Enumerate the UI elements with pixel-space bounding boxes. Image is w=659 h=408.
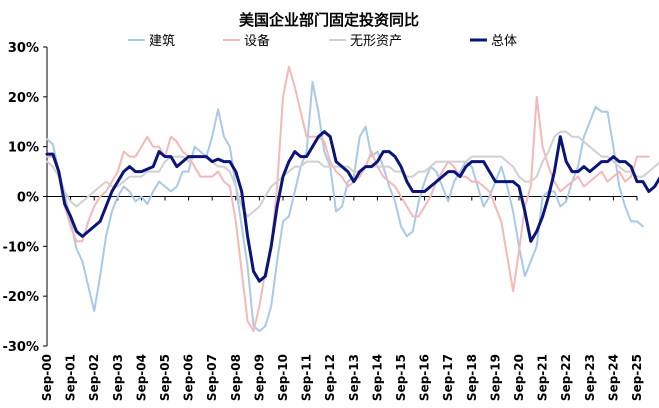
legend-label: 总体 [491, 34, 517, 49]
chart-series [45, 65, 659, 333]
x-tick-label: Sep-16 [418, 354, 432, 401]
x-tick-label: Sep-23 [583, 354, 597, 401]
chart-axes: 30% 20% 10% 0% -10% -20% -30%Sep-00 Sep-01 Sep-0… [2, 41, 644, 401]
x-tick-label: Sep-22 [559, 354, 573, 401]
x-tick-label: Sep-07 [205, 354, 219, 401]
series-line-无形资产 [46, 130, 659, 218]
y-tick-label: -30% [2, 340, 39, 355]
x-tick-label: Sep-20 [512, 354, 526, 401]
y-tick-label: 0% [17, 191, 39, 206]
x-tick-label: Sep-03 [111, 354, 125, 401]
x-tick-label: Sep-24 [606, 354, 620, 401]
x-tick-label: Sep-10 [276, 354, 290, 401]
legend-label: 建筑 [149, 33, 175, 49]
x-tick-label: Sep-17 [441, 354, 455, 401]
x-tick-label: Sep-05 [158, 354, 172, 401]
x-tick-label: Sep-11 [300, 354, 314, 401]
y-tick-label: -10% [2, 240, 39, 255]
y-tick-label: 30% [8, 41, 39, 56]
legend-label: 无形资产 [350, 34, 402, 49]
series-line-建筑 [46, 80, 644, 333]
chart-legend: 建筑 设备 无形资产 总体 [128, 33, 517, 49]
legend-label: 设备 [244, 33, 270, 49]
y-tick-label: 20% [8, 91, 39, 106]
x-tick-label: Sep-12 [323, 354, 337, 401]
x-tick-label: Sep-04 [134, 354, 148, 401]
x-tick-label: Sep-02 [87, 354, 101, 401]
x-tick-label: Sep-09 [252, 354, 266, 401]
x-tick-label: Sep-21 [536, 354, 550, 401]
series-line-总体 [45, 130, 659, 283]
chart-title: 美国企业部门固定投资同比 [239, 11, 419, 29]
y-tick-label: -20% [2, 290, 39, 305]
x-tick-label: Sep-15 [394, 354, 408, 401]
x-tick-label: Sep-14 [370, 354, 384, 401]
x-tick-label: Sep-01 [64, 354, 78, 401]
x-tick-label: Sep-19 [488, 354, 502, 401]
x-tick-label: Sep-06 [182, 354, 196, 401]
y-tick-label: 10% [8, 141, 39, 156]
series-line-设备 [46, 65, 650, 333]
x-tick-label: Sep-08 [229, 354, 243, 401]
x-tick-label: Sep-25 [630, 354, 644, 401]
x-tick-label: Sep-13 [347, 354, 361, 401]
x-tick-label: Sep-18 [465, 354, 479, 401]
x-tick-label: Sep-00 [40, 354, 54, 401]
